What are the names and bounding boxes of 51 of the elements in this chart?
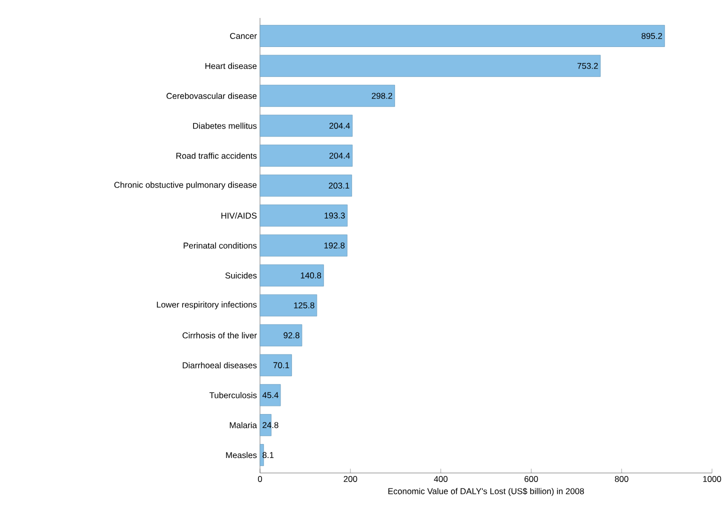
data-label: 204.4	[329, 122, 350, 129]
y-tick-label: Perinatal conditions	[184, 242, 257, 249]
y-tick-label: Diabetes mellitus	[193, 122, 257, 129]
x-tick-label: 200	[344, 476, 358, 482]
bar	[260, 84, 395, 107]
bar	[260, 174, 352, 197]
x-axis-title: Economic Value of DALY's Lost (US$ billion) in 2008	[388, 488, 584, 496]
x-tick-label: 400	[434, 476, 448, 482]
bar	[260, 144, 353, 167]
data-label: 753.2	[578, 62, 598, 69]
data-label: 70.1	[273, 362, 290, 368]
y-tick-label: Heart disease	[205, 62, 257, 69]
data-label: 92.8	[284, 332, 300, 338]
data-label: 24.8	[262, 422, 278, 428]
y-tick-label: Chronic obstuctive pulmonary disease	[114, 182, 257, 190]
x-tick-label: 600	[524, 476, 538, 482]
y-tick-label: Cancer	[230, 32, 257, 39]
y-tick-label: Measles	[226, 452, 257, 458]
y-tick-label: Cerebovascular disease	[166, 92, 257, 99]
bar	[260, 354, 292, 376]
bar	[260, 234, 348, 256]
y-tick-label: Suicides	[225, 272, 257, 279]
bar	[260, 444, 264, 466]
data-label: 203.1	[328, 182, 350, 189]
y-tick-label: Cirrhosis of the liver	[182, 332, 257, 338]
x-tick-label: 1000	[703, 476, 722, 482]
data-label: 192.8	[324, 242, 345, 248]
data-label: 298.2	[372, 92, 392, 99]
bar	[260, 324, 302, 346]
y-tick-label: Malaria	[230, 422, 257, 428]
y-tick-label: HIV/AIDS	[221, 212, 257, 219]
bar	[260, 114, 353, 137]
data-label: 193.3	[324, 212, 345, 219]
y-tick-label: Road traffic accidents	[176, 152, 257, 159]
data-label: 140.8	[300, 272, 322, 278]
x-tick-label: 0	[258, 476, 262, 482]
bar	[260, 264, 324, 286]
y-tick-label: Tuberculosis	[209, 392, 257, 398]
bar	[260, 24, 665, 47]
data-label: 895.2	[642, 32, 662, 39]
y-tick-label: Lower respiritory infections	[156, 301, 257, 310]
bar	[260, 294, 318, 316]
bar	[260, 54, 601, 77]
data-label: 8.1	[262, 452, 274, 458]
x-tick-label: 800	[614, 476, 628, 482]
bar	[260, 204, 348, 227]
data-label: 204.4	[329, 152, 350, 159]
y-tick-label: Diarrhoeal diseases	[182, 362, 257, 368]
bar	[260, 384, 281, 406]
data-label: 125.8	[294, 302, 314, 308]
data-label: 45.4	[262, 392, 278, 398]
